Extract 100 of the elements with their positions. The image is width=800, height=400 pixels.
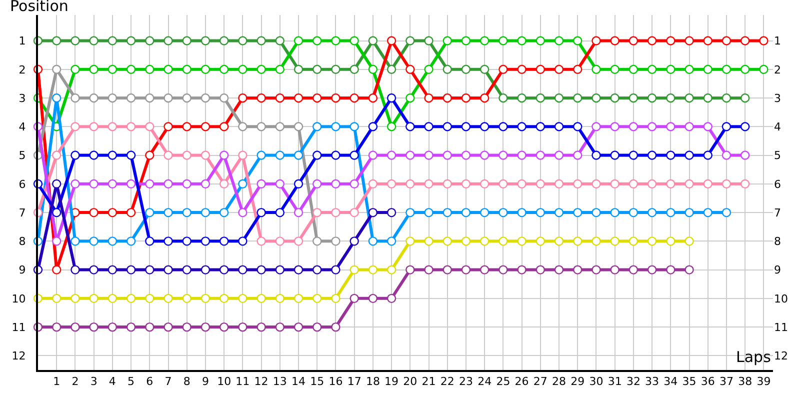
- point: [294, 93, 304, 103]
- point: [164, 36, 173, 46]
- point: [52, 265, 62, 274]
- point: [182, 208, 192, 218]
- point: [592, 150, 601, 160]
- point: [442, 179, 452, 189]
- point: [108, 265, 118, 274]
- point: [368, 122, 378, 132]
- y2-tick-label: 9: [774, 264, 781, 277]
- point: [312, 150, 322, 160]
- point: [126, 150, 136, 160]
- point: [238, 64, 248, 74]
- point: [406, 179, 415, 189]
- point: [331, 150, 340, 160]
- point: [294, 265, 304, 274]
- point: [442, 64, 452, 74]
- point: [517, 36, 526, 46]
- point: [684, 236, 694, 246]
- point: [238, 36, 248, 46]
- point: [498, 265, 508, 274]
- point: [424, 179, 434, 189]
- point: [200, 208, 210, 218]
- point: [256, 122, 266, 132]
- x-tick-label: 35: [682, 375, 696, 388]
- point: [70, 122, 80, 132]
- point: [554, 150, 564, 160]
- point: [406, 36, 415, 46]
- point: [722, 208, 732, 218]
- point: [628, 150, 638, 160]
- x-tick-label: 18: [366, 375, 380, 388]
- point: [554, 36, 564, 46]
- point: [238, 236, 248, 246]
- point: [498, 179, 508, 189]
- point: [740, 36, 750, 46]
- point: [406, 93, 415, 103]
- point: [628, 93, 638, 103]
- point: [740, 93, 750, 103]
- point: [350, 36, 359, 46]
- point: [312, 122, 322, 132]
- point: [275, 294, 284, 304]
- point: [554, 265, 564, 274]
- y-tick-label: 1: [18, 34, 26, 48]
- point: [406, 265, 415, 274]
- point: [368, 64, 378, 74]
- point: [182, 122, 192, 132]
- point: [294, 179, 304, 189]
- x-tick-label: 6: [146, 375, 154, 388]
- point: [350, 208, 359, 218]
- point: [368, 265, 378, 274]
- point: [703, 208, 712, 218]
- point: [200, 150, 210, 160]
- point: [70, 236, 80, 246]
- point: [89, 236, 98, 246]
- point: [145, 236, 154, 246]
- point: [164, 294, 173, 304]
- x-tick-label: 2: [72, 375, 79, 388]
- point: [238, 93, 248, 103]
- point: [442, 150, 452, 160]
- point: [628, 36, 638, 46]
- y-tick-label: 10: [12, 292, 26, 306]
- point: [350, 179, 359, 189]
- point: [256, 322, 266, 332]
- point: [554, 236, 564, 246]
- point: [666, 122, 676, 132]
- point: [182, 179, 192, 189]
- point: [89, 322, 98, 332]
- y-tick-label: 9: [18, 264, 26, 277]
- point: [368, 294, 378, 304]
- point: [52, 294, 62, 304]
- y-tick-label: 4: [18, 120, 26, 134]
- point: [294, 208, 304, 218]
- point: [126, 36, 136, 46]
- point: [406, 64, 415, 74]
- point: [424, 150, 434, 160]
- point: [722, 36, 732, 46]
- point: [238, 179, 248, 189]
- point: [386, 265, 396, 274]
- point: [182, 150, 192, 160]
- point: [70, 322, 80, 332]
- point: [554, 208, 564, 218]
- point: [126, 122, 136, 132]
- point: [722, 122, 732, 132]
- point: [740, 179, 750, 189]
- point: [536, 236, 546, 246]
- point: [480, 265, 490, 274]
- x-tick-label: 20: [403, 375, 418, 388]
- point: [256, 236, 266, 246]
- point: [70, 150, 80, 160]
- y-tick-label: 6: [18, 178, 26, 191]
- point: [312, 294, 322, 304]
- point: [108, 122, 118, 132]
- y2-tick-label: 2: [774, 63, 781, 76]
- point: [684, 93, 694, 103]
- point: [52, 64, 62, 74]
- point: [554, 122, 564, 132]
- point: [722, 64, 732, 74]
- point: [647, 93, 657, 103]
- point: [294, 64, 304, 74]
- point: [126, 294, 136, 304]
- point: [145, 179, 154, 189]
